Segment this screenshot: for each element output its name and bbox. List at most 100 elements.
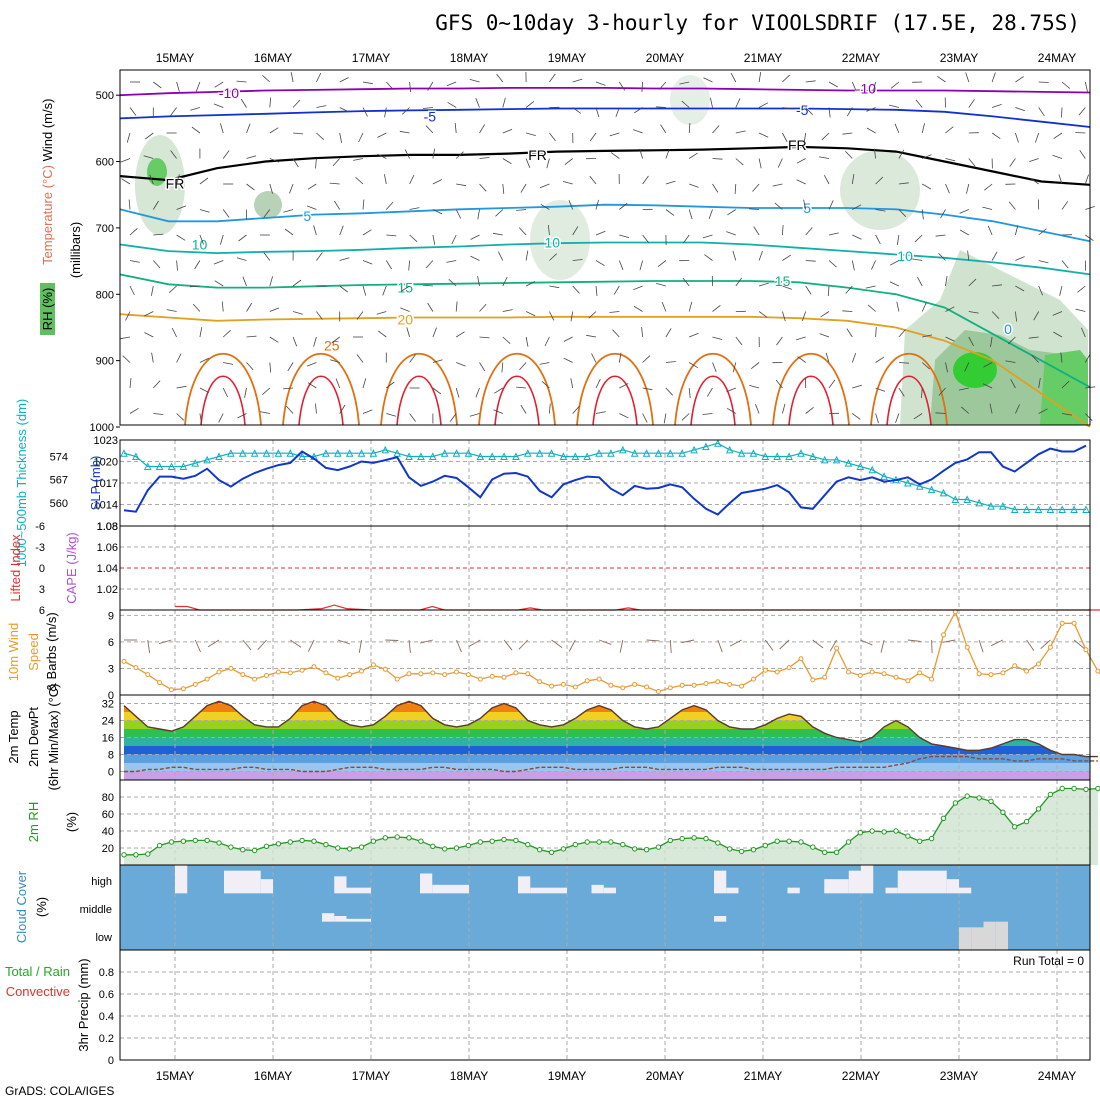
rh-point (881, 829, 887, 835)
wind-speed-point (1059, 620, 1065, 626)
ylabel-lifted-index: Lifted Index (8, 534, 23, 602)
wind-barb (269, 158, 280, 163)
ylabel-speed: Speed (26, 633, 41, 671)
wind-speed-point (299, 667, 305, 673)
wind-barb (129, 228, 138, 236)
wind-barb (386, 381, 395, 389)
wind-speed-point (418, 671, 424, 677)
wind-barb (852, 384, 863, 389)
wind-barb (292, 311, 303, 315)
wind-barb (990, 336, 993, 347)
ylabel-rh: RH (%) (40, 288, 55, 331)
thickness-point (369, 449, 378, 457)
wind-barb (269, 127, 279, 134)
rh-point (940, 815, 947, 821)
wind-barb (147, 639, 151, 653)
rh-point (263, 843, 270, 849)
date-label-bottom: 21MAY (744, 1069, 782, 1083)
ylabel-cape: CAPE (J/kg) (64, 532, 79, 604)
wind-barb (642, 413, 648, 423)
wind-barb (289, 183, 294, 194)
date-label-top: 19MAY (548, 51, 586, 65)
wind-barb (572, 285, 580, 294)
wind-barb (518, 639, 529, 650)
wind-barb (610, 152, 620, 159)
wind-barb (355, 177, 364, 185)
wind-barb (432, 179, 442, 185)
wind-barb (362, 229, 372, 236)
wind-barb (612, 329, 620, 338)
wind-barb (1035, 132, 1040, 143)
rh-tick-label: 60 (102, 809, 114, 821)
ylabel-10m-wind: 10m Wind (6, 623, 21, 682)
ylabel-barbs: & Barbs (m/s) (44, 612, 59, 691)
wind-speed-point (715, 679, 721, 685)
wind-barb (456, 183, 467, 187)
wind-barb (782, 107, 793, 110)
wind-barb (525, 311, 536, 317)
wind-barb (176, 413, 185, 421)
wind-barb (875, 176, 884, 185)
wind-barb (549, 403, 551, 414)
wind-barb (846, 328, 853, 338)
rh-point (1012, 824, 1018, 830)
ylabel-temperature: Temperature (°C) (40, 165, 55, 265)
wind-barb (170, 150, 177, 159)
rh-point (703, 835, 709, 842)
pressure-tick-label: 500 (96, 90, 114, 102)
thickness-point (357, 449, 366, 457)
surface-wind-barbs (124, 639, 1085, 654)
wind-speed-point (180, 686, 186, 692)
cloud-bar-middle (334, 916, 347, 922)
rh-point (560, 846, 567, 852)
rh-point (620, 841, 626, 848)
wind-barb (589, 132, 597, 142)
temp-band (124, 729, 1090, 738)
ylabel-thickness: 1000~500mb Thickness (dm) (14, 399, 29, 568)
contour-label: 5 (803, 200, 811, 216)
rh-point (465, 842, 472, 849)
wind-barb (213, 103, 224, 108)
date-label-bottom: 20MAY (646, 1069, 684, 1083)
wind-barb (549, 311, 555, 321)
contour-plus30 (298, 375, 344, 426)
rh-point (655, 844, 662, 850)
wind-barb (448, 279, 457, 287)
wind-barb (992, 284, 1003, 287)
wind-barb (866, 127, 876, 134)
wind-barb (1031, 355, 1039, 363)
wind-barb (875, 209, 886, 212)
wind-barb (828, 107, 831, 118)
wind-barb (595, 260, 605, 267)
wind-speed-point (988, 672, 994, 678)
wind-speed-point (1071, 620, 1077, 626)
wind-barb (409, 413, 416, 422)
wind-barb (362, 260, 373, 265)
temp-band (124, 746, 1090, 755)
wind-barb (362, 199, 365, 210)
rh-shade-area (670, 75, 710, 125)
thickness-point (203, 455, 211, 464)
wind-barb (377, 153, 387, 159)
wind-barb (704, 254, 713, 261)
wind-barb (128, 199, 131, 210)
wind-barb (875, 387, 886, 392)
wind-barb (568, 200, 574, 210)
wind-barb (1033, 311, 1040, 321)
cloud-bars (175, 865, 1008, 950)
wind-speed-point (145, 672, 151, 678)
cloud-bar-high (334, 876, 347, 894)
wind-barb (633, 107, 643, 114)
wind-barb (549, 253, 557, 261)
wind-barb (189, 285, 200, 288)
rh-point (762, 842, 768, 849)
wind-barb (129, 260, 140, 263)
cape-tick-label: 1.04 (97, 563, 118, 575)
wind-barb (619, 383, 629, 389)
thickness-point (215, 452, 223, 461)
wind-barb (984, 183, 993, 191)
thickness-point (642, 449, 651, 457)
wind-barb (329, 359, 340, 363)
wind-barb (129, 378, 132, 389)
wind-barb (315, 403, 317, 414)
